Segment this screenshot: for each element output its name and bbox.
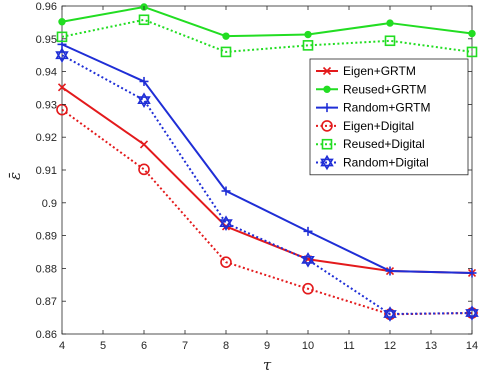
legend-label: Random+Digital [343,156,429,170]
data-point [302,40,314,51]
data-point [383,306,397,322]
x-tick-label: 14 [466,340,478,352]
y-axis-label: ε̄ [6,172,24,180]
x-tick-label: 8 [223,340,229,352]
data-point [220,46,232,58]
axes-layer: 4 5 6 7 8 9 10 11 12 13 14 0.86 0.87 0.88 0.89 0.9 0.91 0… [36,1,479,352]
data-point [221,186,231,196]
data-point [139,76,149,86]
series-line [61,43,473,274]
x-tick-label: 7 [182,340,188,352]
series-line [61,54,473,315]
y-tick-label: 0.9 [42,198,57,210]
legend-label: Reused+Digital [343,137,425,151]
y-tick-label: 0.86 [36,329,57,341]
legend-entry: Random+Digital [316,154,429,171]
data-point [56,31,68,43]
legend-marker [320,154,334,171]
legend-box [309,58,469,176]
legend-label: Reused+GRTM [343,82,426,96]
data-point [137,92,151,108]
x-tick-label: 13 [425,340,437,352]
legend-entry: Reused+GRTM [316,82,426,96]
data-point [385,266,395,276]
legend-marker [322,103,332,113]
y-tick-label: 0.87 [36,296,57,308]
legend-marker [321,138,333,150]
x-tick-label: 11 [343,340,354,352]
legend-label: Random+GRTM [343,101,430,115]
data-point [465,305,479,321]
x-tick-label: 12 [384,340,396,352]
data-point [384,35,396,47]
legend-entry: Random+GRTM [316,101,430,115]
x-axis-label: τ [263,356,272,374]
data-point [55,47,69,63]
data-point [220,256,232,268]
data-point [139,140,149,149]
y-tick-label: 0.92 [36,132,57,144]
data-point [138,163,150,176]
y-tick-label: 0.94 [36,67,57,79]
series-random-digital [55,47,479,322]
data-point [57,83,67,92]
x-tick-label: 10 [302,340,314,352]
legend-marker [323,85,331,94]
series-line [61,108,473,316]
data-point [466,46,478,58]
y-tick-label: 0.91 [36,165,57,177]
legend-entry: Eigen+GRTM [316,64,416,78]
legend-entry: Reused+Digital [316,137,425,151]
data-point [467,268,477,278]
data-point [304,30,312,39]
series-reused-digital [56,14,478,58]
legend-entry: Eigen+Digital [316,119,414,133]
data-point [219,215,233,231]
series-reused-grtm [58,3,476,40]
x-tick-label: 6 [141,340,147,352]
series-line [61,18,473,53]
x-tick-label: 9 [264,340,270,352]
data-point [301,252,315,268]
y-tick-label: 0.88 [36,263,57,275]
x-tick-label: 5 [100,340,106,352]
series-layer [55,3,479,322]
data-point [222,32,230,40]
series-random-grtm [57,39,477,278]
data-point [386,19,394,27]
y-tick-label: 0.93 [36,99,57,111]
data-point [468,29,476,38]
legend-marker [321,120,333,132]
legend-label: Eigen+GRTM [343,64,416,78]
series-line [61,5,473,38]
y-tick-label: 0.95 [36,34,57,46]
data-point [303,226,313,236]
x-tick-label: 4 [59,340,65,352]
y-tick-label: 0.96 [36,1,57,13]
y-tick-label: 0.89 [36,231,57,243]
data-point [138,14,150,26]
legend-marker [322,66,332,76]
data-point [302,282,314,295]
legend-label: Eigen+Digital [343,119,414,133]
data-point [58,18,66,26]
legend: Eigen+GRTM Reused+GRTM Random+GRTM Eigen+Di… [309,58,469,176]
